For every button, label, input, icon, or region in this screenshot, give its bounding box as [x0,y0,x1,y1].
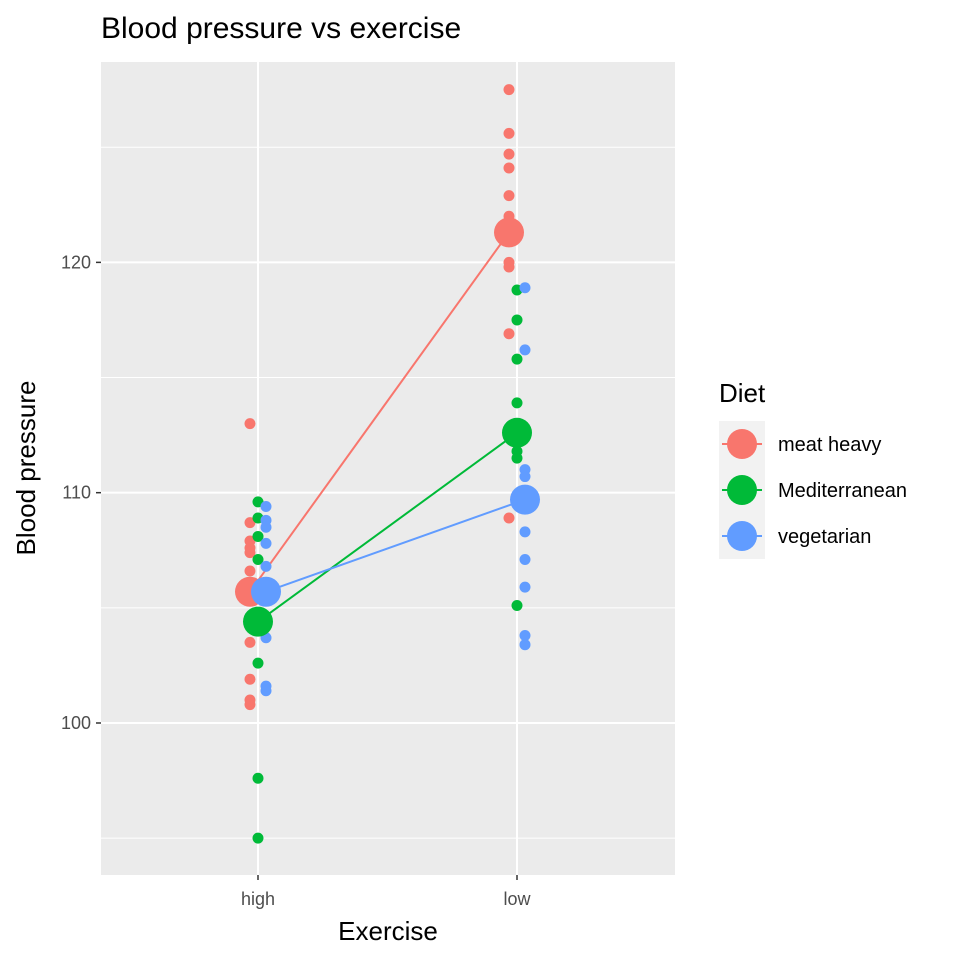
point-mediterranean [252,657,264,669]
point-meat-heavy [503,328,515,340]
chart-title: Blood pressure vs exercise [101,12,461,45]
plot-panel [101,62,675,875]
point-mediterranean [252,553,264,565]
y-tick-label: 120 [61,252,91,272]
grid-minor [101,146,675,839]
mean-point-mediterranean [502,417,532,448]
mean-point-vegetarian [251,576,281,607]
x-axis-title: Exercise [338,916,438,946]
point-meat-heavy [244,565,256,577]
x-tick-label: low [503,889,531,909]
point-mediterranean [252,772,264,784]
legend-label-mediterranean: Mediterranean [778,480,907,502]
mean-point-mediterranean [243,606,273,637]
point-mediterranean [252,530,264,542]
legend: Diet meat heavy Mediterranean vegetarian [719,378,907,559]
legend-key-vegetarian [727,521,757,551]
mean-line-mediterranean [257,431,518,623]
y-tick-label: 100 [61,713,91,733]
point-vegetarian [519,282,531,294]
mean-line-meat-heavy [249,231,510,593]
point-vegetarian [260,501,272,513]
mean-point-meat-heavy [494,217,524,248]
mean-line-vegetarian [265,498,526,593]
point-meat-heavy [244,547,256,559]
legend-title: Diet [719,378,766,408]
point-meat-heavy [244,636,256,648]
point-meat-heavy [244,517,256,529]
point-vegetarian [260,685,272,697]
grid-major [101,62,675,875]
point-mediterranean [511,314,523,326]
point-mediterranean [511,600,523,612]
point-meat-heavy [503,512,515,524]
x-tick-label: high [241,889,275,909]
point-vegetarian [519,471,531,483]
point-meat-heavy [503,148,515,160]
legend-key-meat-heavy [727,429,757,459]
legend-key-mediterranean [727,475,757,505]
point-vegetarian [519,344,531,356]
point-mediterranean [511,452,523,464]
point-vegetarian [519,581,531,593]
data-points [244,84,531,844]
point-meat-heavy [244,673,256,685]
y-axis-title: Blood pressure [11,381,41,556]
point-meat-heavy [244,699,256,711]
point-vegetarian [260,521,272,533]
legend-label-meat-heavy: meat heavy [778,434,881,456]
point-vegetarian [519,553,531,565]
mean-point-vegetarian [510,484,540,515]
point-vegetarian [260,537,272,549]
point-vegetarian [519,526,531,538]
legend-label-vegetarian: vegetarian [778,526,871,548]
point-mediterranean [252,496,264,508]
point-meat-heavy [244,418,256,430]
y-tick-label: 110 [62,483,91,503]
point-meat-heavy [503,261,515,273]
point-vegetarian [519,629,531,641]
point-mediterranean [511,397,523,409]
point-meat-heavy [503,162,515,174]
point-vegetarian [260,560,272,572]
x-axis: high low [241,875,532,909]
point-mediterranean [511,353,523,365]
point-meat-heavy [503,190,515,202]
point-vegetarian [519,639,531,651]
point-mediterranean [252,832,264,844]
y-axis: 100 110 120 [61,252,101,733]
mean-lines [249,231,526,623]
point-meat-heavy [503,84,515,96]
point-meat-heavy [503,127,515,139]
mean-points [235,217,540,637]
